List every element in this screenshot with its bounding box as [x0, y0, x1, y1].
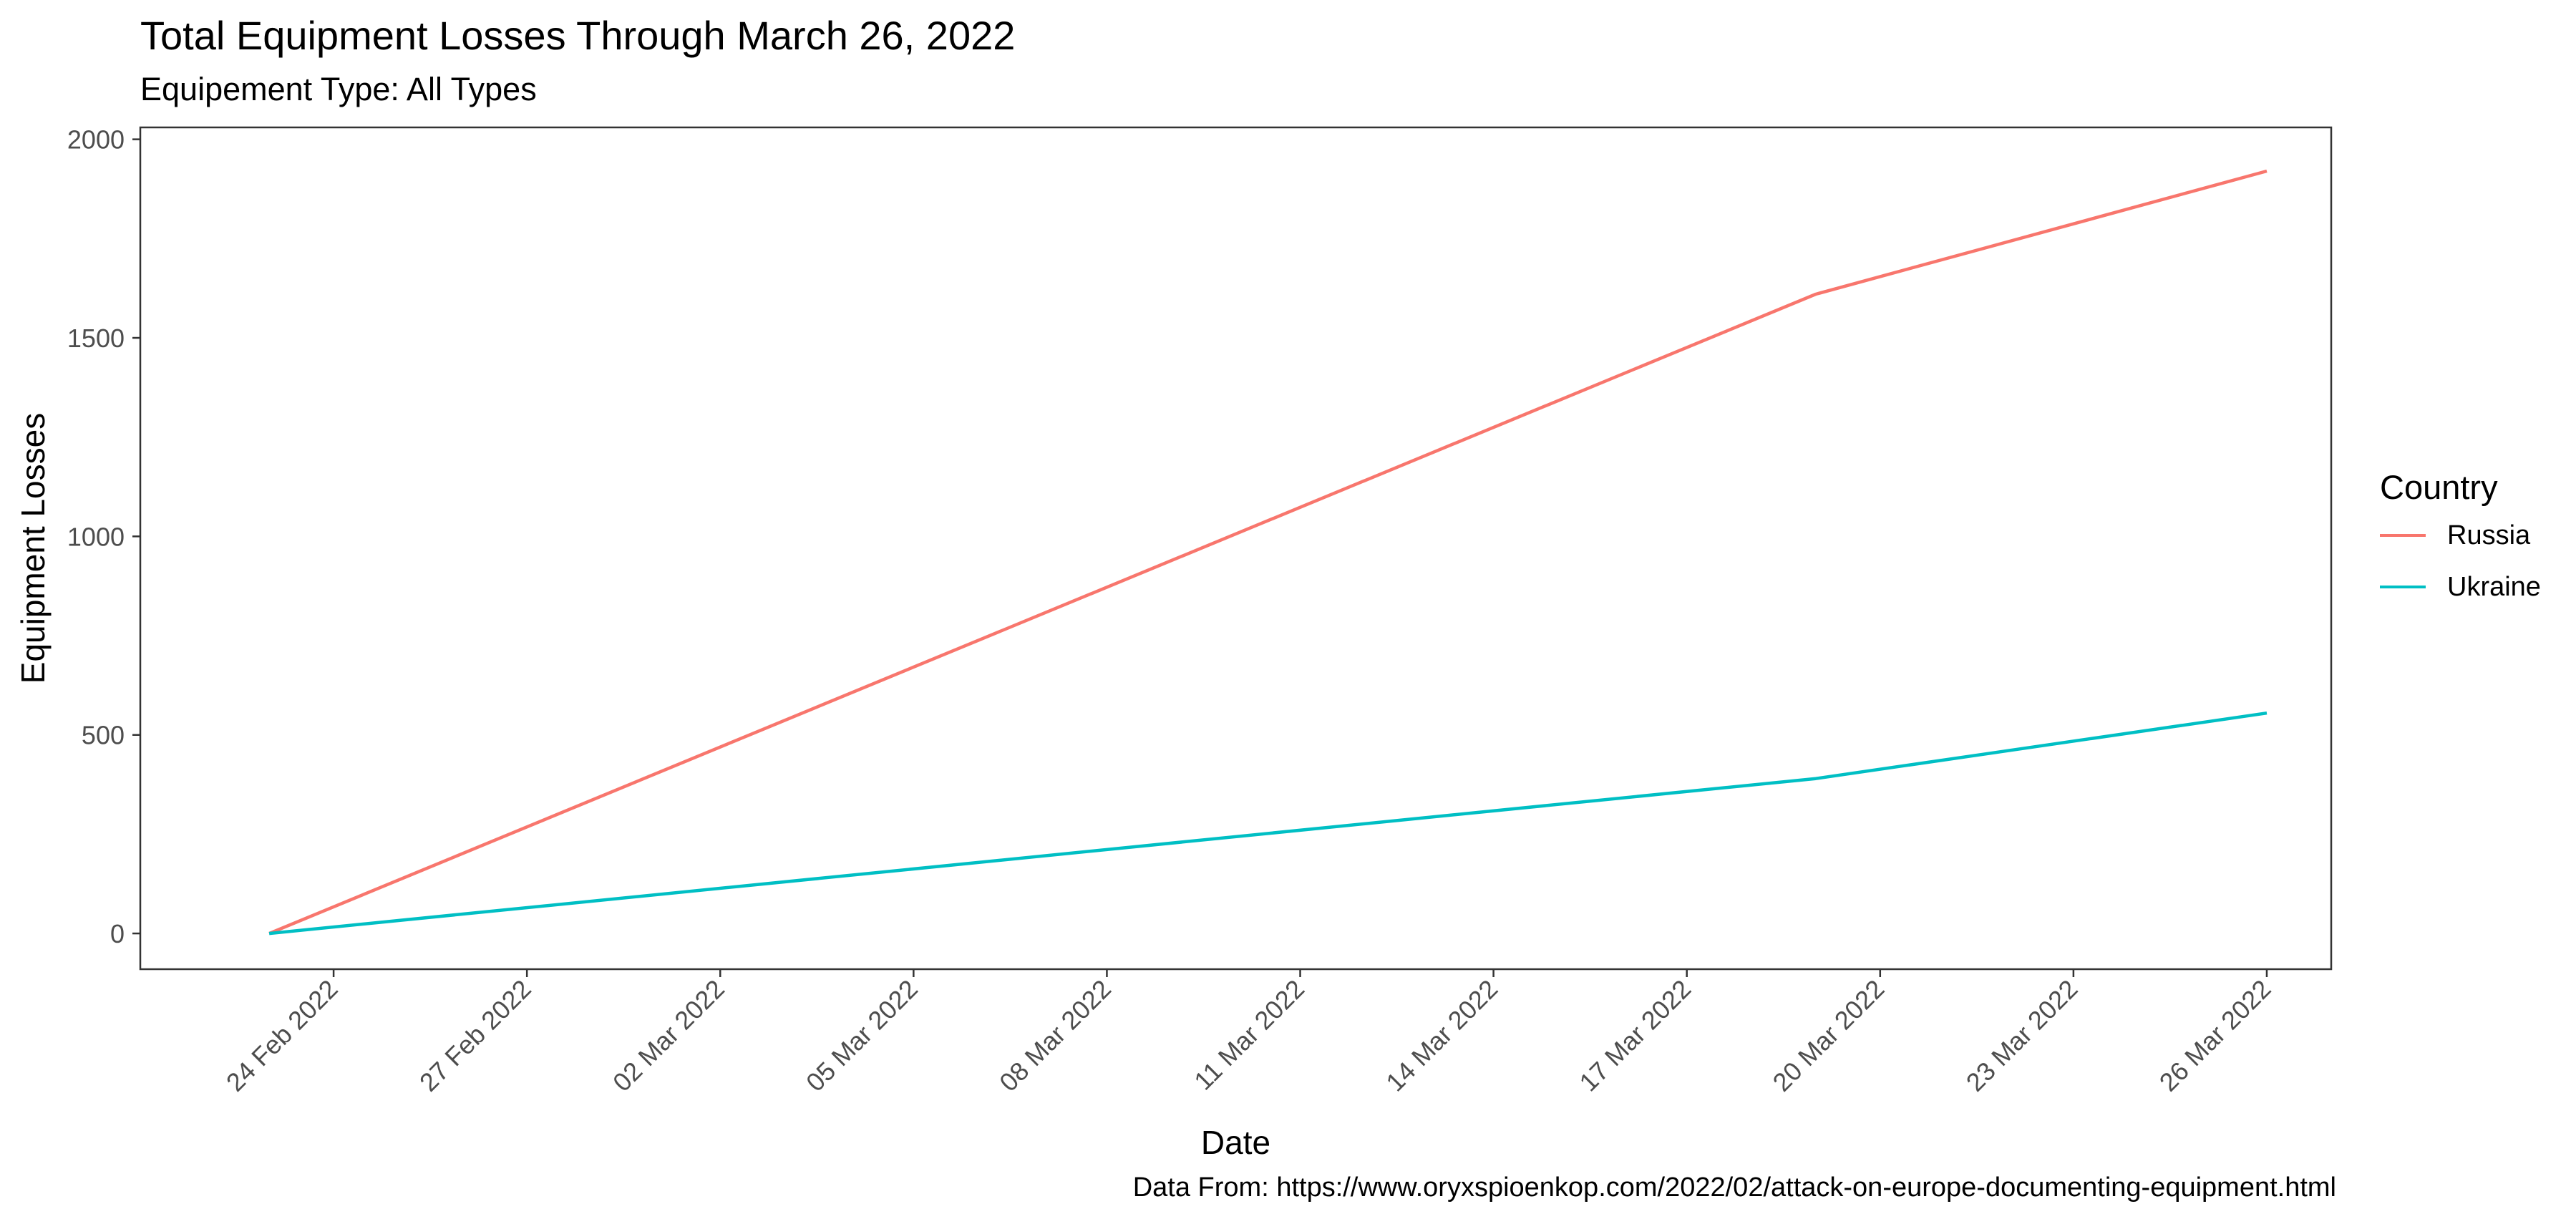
x-tick-label: 05 Mar 2022	[800, 974, 923, 1097]
series-line-ukraine	[268, 711, 2268, 936]
x-tick-label: 24 Feb 2022	[220, 974, 344, 1097]
y-tick-label: 2000	[67, 125, 125, 155]
legend: Country Russia Ukraine	[2380, 465, 2541, 613]
y-tick-label: 1500	[67, 324, 125, 353]
legend-title: Country	[2380, 468, 2498, 506]
plot-panel-border	[139, 126, 2333, 971]
chart-lines	[268, 169, 2268, 936]
series-line-russia	[268, 169, 2268, 936]
legend-key-russia	[2380, 534, 2426, 537]
chart-labels: 0 500 1000 1500 2000 24 Feb 2022 27 Feb 2022 02…	[14, 125, 2277, 1161]
x-axis-title: Date	[1201, 1124, 1270, 1161]
chart-subtitle: Equipement Type: All Types	[140, 71, 537, 107]
y-axis-title: Equipment Losses	[14, 413, 52, 684]
x-tick-label: 11 Mar 2022	[1188, 974, 1310, 1096]
legend-item-ukraine: Ukraine	[2380, 561, 2541, 613]
y-tick-label: 0	[110, 919, 125, 948]
x-tick-label: 26 Mar 2022	[2154, 974, 2277, 1097]
legend-label-russia: Russia	[2447, 520, 2531, 550]
x-tick-label: 02 Mar 2022	[607, 974, 730, 1097]
x-tick-label: 14 Mar 2022	[1380, 974, 1503, 1097]
y-tick-label: 500	[82, 721, 125, 750]
legend-label-ukraine: Ukraine	[2447, 571, 2541, 602]
x-tick-label: 27 Feb 2022	[414, 974, 537, 1097]
x-tick-label: 17 Mar 2022	[1573, 974, 1696, 1097]
chart-axes	[132, 126, 2333, 977]
x-tick-label: 20 Mar 2022	[1767, 974, 1890, 1097]
x-tick-label: 23 Mar 2022	[1960, 974, 2084, 1097]
y-tick-label: 1000	[67, 522, 125, 551]
legend-key-ukraine	[2380, 586, 2426, 588]
chart-title: Total Equipment Losses Through March 26,…	[140, 13, 1016, 58]
x-tick-label: 08 Mar 2022	[993, 974, 1117, 1097]
legend-item-russia: Russia	[2380, 510, 2541, 561]
chart-caption: Data From: https://www.oryxspioenkop.com…	[1132, 1172, 2336, 1203]
